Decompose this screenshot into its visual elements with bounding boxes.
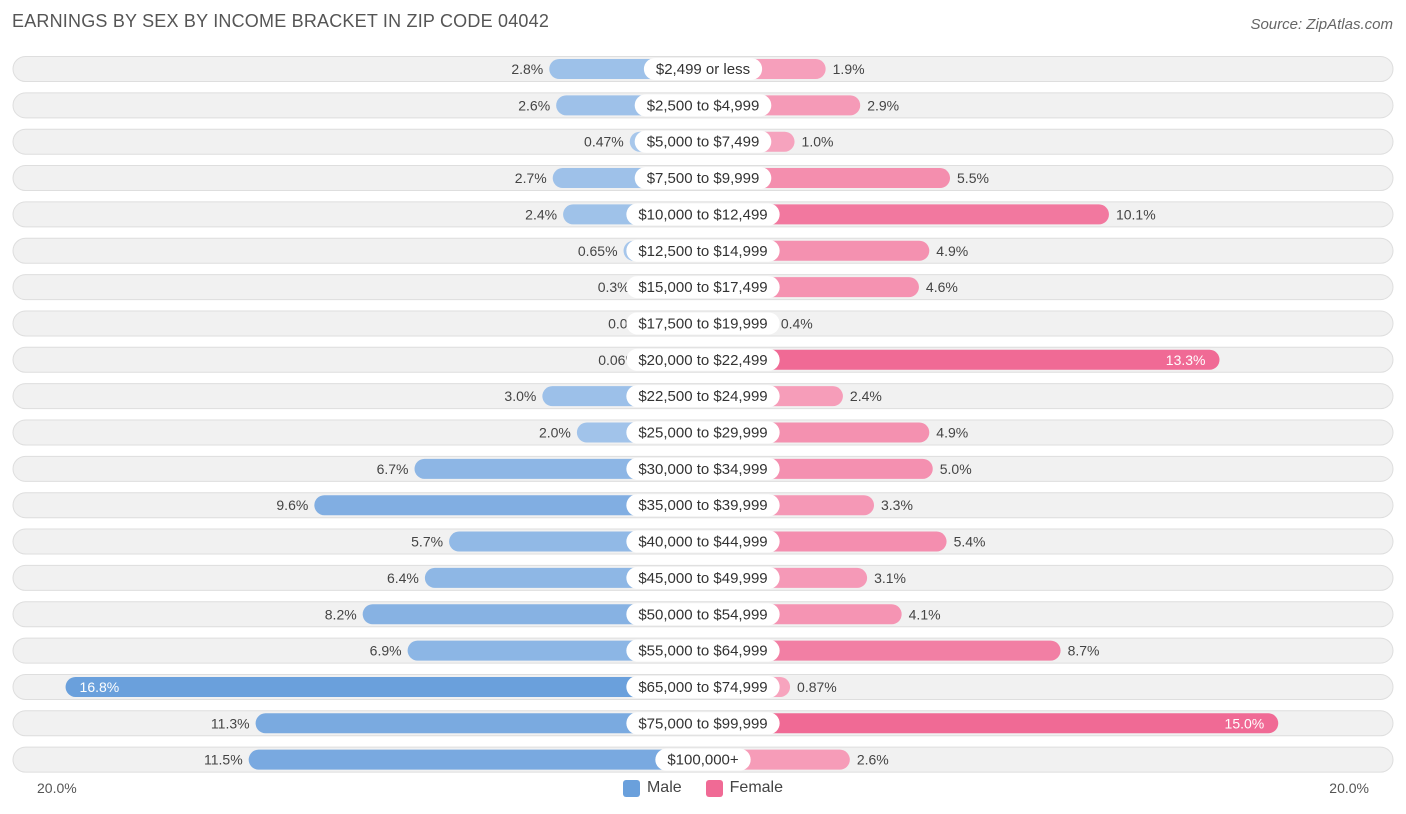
legend-swatch-male [622, 779, 640, 797]
legend-item-female: Female [705, 779, 784, 797]
value-label-female: 2.6% [857, 752, 889, 768]
legend-label-male: Male [646, 779, 682, 796]
value-label-male: 2.4% [525, 206, 557, 222]
value-label-female: 4.1% [909, 606, 941, 622]
diverging-bar-chart: 2.8% 1.9% $2,499 or less 2.6% 2.9% $2,500 to … [12, 56, 1394, 773]
category-label: $40,000 to $44,999 [638, 534, 767, 551]
category-label: $7,500 to $9,999 [647, 170, 760, 187]
value-label-female: 10.1% [1116, 206, 1156, 222]
bar-male [65, 676, 703, 697]
bar-female [703, 349, 1220, 370]
category-label-box [655, 748, 751, 771]
category-label-box [626, 530, 780, 553]
category-label-box [626, 239, 780, 262]
value-label-male: 2.7% [515, 170, 547, 186]
value-label-male: 6.9% [370, 643, 402, 659]
bar-female [703, 713, 1279, 734]
value-label-female: 2.9% [867, 97, 899, 113]
category-label-box [626, 712, 780, 735]
value-label-female: 0.4% [781, 315, 813, 331]
value-label-male: 2.8% [511, 61, 543, 77]
category-label-box [626, 203, 780, 226]
legend-label-female: Female [729, 779, 784, 796]
category-label-box [634, 130, 772, 153]
legend-item-male: Male [622, 779, 682, 797]
category-label-box [626, 675, 780, 698]
value-label-female: 5.4% [954, 534, 986, 550]
category-label-box [626, 312, 780, 335]
category-label: $17,500 to $19,999 [638, 315, 767, 332]
value-label-male: 2.0% [539, 425, 571, 441]
bar-male [248, 749, 704, 770]
category-label: $2,499 or less [656, 61, 750, 78]
value-label-female: 4.6% [926, 279, 958, 295]
value-label-male: 11.5% [204, 752, 243, 768]
category-label: $55,000 to $64,999 [638, 643, 767, 660]
bar-female [703, 204, 1109, 225]
value-label-male: 0.65% [578, 243, 618, 259]
axis-right-label: 20.0% [1329, 780, 1369, 796]
bar-male [255, 713, 703, 734]
category-label: $75,000 to $99,999 [638, 715, 767, 732]
category-label-box [643, 58, 763, 80]
category-label: $15,000 to $17,499 [638, 279, 767, 296]
source-credit: Source: ZipAtlas.com [1250, 16, 1393, 33]
category-label-box [626, 566, 780, 589]
value-label-male: 6.7% [377, 461, 409, 477]
axis-left-label: 20.0% [37, 780, 77, 796]
value-label-female: 13.3% [1166, 352, 1206, 368]
category-label-box [626, 421, 780, 444]
value-label-male: 11.3% [211, 715, 250, 731]
value-label-female: 2.4% [850, 388, 882, 404]
category-label: $12,500 to $14,999 [638, 243, 767, 260]
value-label-female: 8.7% [1068, 643, 1100, 659]
value-label-female: 5.5% [957, 170, 989, 186]
value-label-female: 15.0% [1225, 715, 1265, 731]
category-label: $65,000 to $74,999 [638, 679, 767, 696]
value-label-female: 4.9% [936, 243, 968, 259]
bar-male [362, 604, 703, 625]
value-label-female: 1.9% [833, 61, 865, 77]
category-label: $45,000 to $49,999 [638, 570, 767, 587]
category-label: $35,000 to $39,999 [638, 497, 767, 514]
category-label-box [626, 603, 780, 626]
category-label-box [626, 494, 780, 517]
value-label-male: 8.2% [325, 606, 357, 622]
category-label-box [634, 167, 772, 190]
category-label-box [626, 276, 780, 299]
value-label-male: 9.6% [276, 497, 308, 513]
value-label-female: 4.9% [936, 425, 968, 441]
value-label-male: 2.6% [518, 97, 550, 113]
value-label-female: 5.0% [940, 461, 972, 477]
category-label: $22,500 to $24,999 [638, 388, 767, 405]
value-label-female: 0.87% [797, 679, 837, 695]
category-label: $100,000+ [667, 752, 739, 769]
category-label-box [626, 385, 780, 408]
bar-male [314, 495, 703, 516]
value-label-male: 3.0% [504, 388, 536, 404]
value-label-female: 3.3% [881, 497, 913, 513]
bar-female [703, 640, 1061, 661]
category-label-box [634, 94, 772, 117]
value-label-female: 1.0% [802, 134, 834, 150]
value-label-male: 5.7% [411, 534, 443, 550]
legend-swatch-female [705, 779, 723, 797]
category-label-box [626, 348, 780, 371]
category-label: $5,000 to $7,499 [647, 134, 760, 151]
category-label: $10,000 to $12,499 [638, 206, 767, 223]
category-label: $30,000 to $34,999 [638, 461, 767, 478]
legend: Male Female [0, 779, 1406, 797]
category-label-box [626, 457, 780, 480]
value-label-male: 16.8% [80, 679, 120, 695]
category-label: $2,500 to $4,999 [647, 97, 760, 114]
category-label: $50,000 to $54,999 [638, 606, 767, 623]
value-label-male: 0.47% [584, 134, 624, 150]
category-label-box [626, 639, 780, 662]
value-label-female: 3.1% [874, 570, 906, 586]
category-label: $25,000 to $29,999 [638, 425, 767, 442]
value-label-male: 6.4% [387, 570, 419, 586]
value-label-male: 0.3% [598, 279, 630, 295]
category-label: $20,000 to $22,499 [638, 352, 767, 369]
chart-title: EARNINGS BY SEX BY INCOME BRACKET IN ZIP… [12, 11, 550, 31]
